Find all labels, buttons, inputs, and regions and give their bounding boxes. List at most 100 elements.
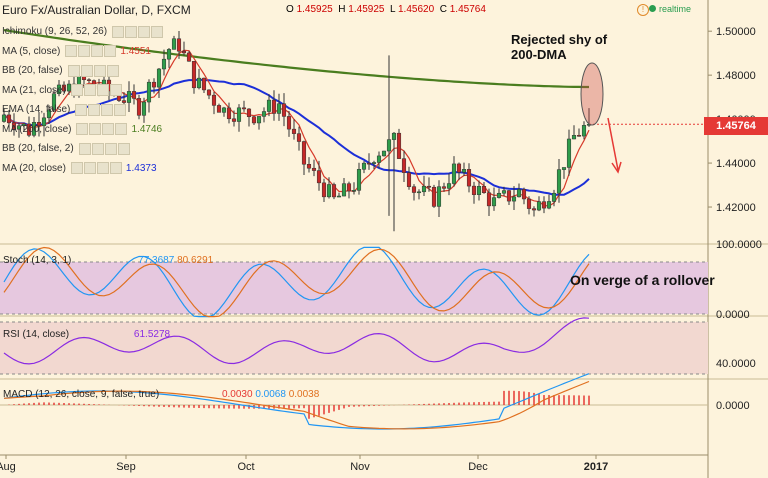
settings-icon[interactable] <box>78 45 91 58</box>
eye-icon[interactable] <box>112 25 125 38</box>
candle-body <box>526 198 532 209</box>
eye-icon[interactable] <box>75 103 88 116</box>
candle-body <box>241 107 247 110</box>
settings-icon[interactable] <box>80 64 93 77</box>
study-row[interactable]: MA (5, close) 1.4551 <box>2 42 167 62</box>
candle-body <box>206 89 212 96</box>
annotation-rollover: On verge of a rollover <box>570 272 715 288</box>
time-tick-label: 2017 <box>584 461 608 473</box>
candle-body <box>421 185 427 193</box>
close-icon[interactable] <box>96 84 109 97</box>
candle-body <box>51 93 57 111</box>
more-icon[interactable] <box>106 64 119 77</box>
study-controls[interactable] <box>67 64 119 77</box>
eye-icon[interactable] <box>78 142 91 155</box>
settings-icon[interactable] <box>83 162 96 175</box>
candle-body <box>496 192 502 198</box>
candle-body <box>491 197 497 207</box>
more-icon[interactable] <box>115 123 128 136</box>
candle-body <box>311 167 317 171</box>
candle-body <box>236 107 242 122</box>
candle-body <box>6 114 12 124</box>
open-value: 1.45925 <box>296 4 333 15</box>
symbol-title[interactable]: Euro Fx/Australian Dollar, D, FXCM <box>2 3 191 17</box>
more-icon[interactable] <box>114 103 127 116</box>
study-value: 1.4373 <box>125 162 157 174</box>
candle-body <box>256 116 262 124</box>
eye-icon[interactable] <box>65 45 78 58</box>
candle-body <box>516 189 522 198</box>
study-row[interactable]: EMA (14, false) <box>2 100 167 120</box>
study-row[interactable]: Ichimoku (9, 26, 52, 26) <box>2 22 167 42</box>
candle-body <box>166 49 172 60</box>
study-row[interactable]: MA (21, close) <box>2 81 167 101</box>
study-controls[interactable] <box>65 45 117 58</box>
time-tick-label: Nov <box>350 461 370 473</box>
close-icon[interactable] <box>102 123 115 136</box>
candle-body <box>291 128 297 134</box>
candle-body <box>281 103 287 117</box>
close-icon[interactable] <box>91 45 104 58</box>
close-icon[interactable] <box>104 142 117 155</box>
candle-body <box>511 196 517 202</box>
candle-body <box>366 162 372 165</box>
settings-icon[interactable] <box>125 25 138 38</box>
chart-header: Euro Fx/Australian Dollar, D, FXCM O 1.4… <box>0 0 768 20</box>
settings-icon[interactable] <box>91 142 104 155</box>
more-icon[interactable] <box>109 162 122 175</box>
more-icon[interactable] <box>151 25 164 38</box>
study-row[interactable]: BB (20, false) <box>2 61 167 81</box>
candle-body <box>406 172 412 187</box>
settings-icon[interactable] <box>88 103 101 116</box>
eye-icon[interactable] <box>76 123 89 136</box>
settings-icon[interactable] <box>89 123 102 136</box>
study-label: EMA (14, false) <box>2 104 71 115</box>
study-controls[interactable] <box>76 123 128 136</box>
candle-body <box>341 183 347 197</box>
study-controls[interactable] <box>112 25 164 38</box>
price-tick-label: 1.42000 <box>716 202 756 214</box>
study-controls[interactable] <box>75 103 127 116</box>
candle-body <box>146 81 152 103</box>
time-tick-label: Dec <box>468 461 488 473</box>
candle-body <box>11 122 17 130</box>
study-row[interactable]: MA (20, close) 1.4373 <box>2 159 167 179</box>
candle-body <box>346 183 352 192</box>
rejection-ellipse <box>580 62 604 126</box>
study-controls[interactable] <box>70 162 122 175</box>
eye-icon[interactable] <box>70 84 83 97</box>
candle-body <box>286 116 292 130</box>
more-icon[interactable] <box>109 84 122 97</box>
close-icon[interactable] <box>101 103 114 116</box>
study-row[interactable]: MA (200, close) 1.4746 <box>2 120 167 140</box>
stoch-tick-label: 100.0000 <box>716 239 762 251</box>
close-icon[interactable] <box>93 64 106 77</box>
settings-icon[interactable] <box>83 84 96 97</box>
study-controls[interactable] <box>70 84 122 97</box>
close-icon[interactable] <box>138 25 151 38</box>
candle-body <box>171 38 177 50</box>
study-controls[interactable] <box>78 142 130 155</box>
candle-body <box>126 91 132 103</box>
eye-icon[interactable] <box>67 64 80 77</box>
candle-body <box>401 158 407 173</box>
candle-body <box>361 162 367 170</box>
stoch-k-line <box>3 246 590 318</box>
more-icon[interactable] <box>104 45 117 58</box>
realtime-indicator: realtime <box>649 4 691 14</box>
more-icon[interactable] <box>117 142 130 155</box>
eye-icon[interactable] <box>70 162 83 175</box>
candle-body <box>131 91 137 99</box>
candle-body <box>411 186 417 193</box>
study-row[interactable]: BB (20, false, 2) <box>2 139 167 159</box>
ma20-line <box>3 78 590 196</box>
candle-body <box>181 50 187 54</box>
candle-body <box>136 98 142 116</box>
candle-body <box>396 132 402 159</box>
warning-icon[interactable]: ! <box>637 4 649 16</box>
candle-body <box>351 190 357 192</box>
candle-body <box>221 107 227 113</box>
close-icon[interactable] <box>96 162 109 175</box>
candle-body <box>566 138 572 168</box>
